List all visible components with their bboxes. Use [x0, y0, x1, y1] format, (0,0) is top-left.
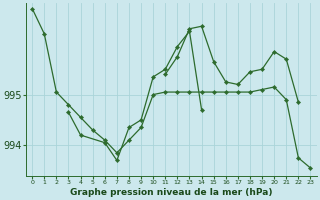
X-axis label: Graphe pression niveau de la mer (hPa): Graphe pression niveau de la mer (hPa) [70, 188, 273, 197]
